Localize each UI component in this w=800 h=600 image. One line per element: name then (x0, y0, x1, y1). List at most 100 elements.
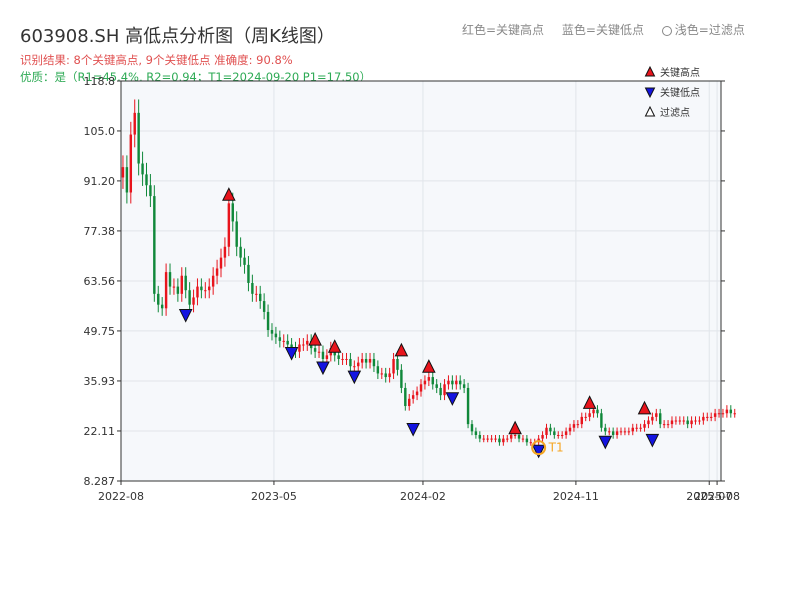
candle-body (655, 413, 658, 417)
candle-body (564, 431, 568, 435)
y-tick-label: 91.20 (84, 175, 116, 188)
candle-body (278, 337, 282, 341)
candle-body (682, 420, 685, 422)
candle-body (549, 427, 552, 432)
candle-body (384, 373, 387, 378)
candle-body (262, 301, 266, 312)
candle-body (686, 420, 689, 425)
top-legend-low: 蓝色=关键低点 (561, 23, 644, 37)
candle-body (372, 358, 376, 367)
candle-body (290, 344, 293, 349)
x-tick-label: 2022-08 (98, 490, 144, 503)
candle-body (470, 424, 474, 432)
candle-body (172, 286, 176, 288)
key-high-marker (327, 339, 342, 353)
key-low-marker (598, 435, 613, 450)
candle-body (604, 427, 607, 432)
candle-body (506, 438, 509, 440)
candle-body (553, 431, 556, 435)
candle-body (447, 380, 450, 385)
candle-body (231, 203, 234, 222)
candle-body (729, 409, 733, 414)
key-high-marker (582, 395, 597, 409)
candle-body (192, 297, 195, 305)
t1-label: T1 (548, 441, 564, 455)
candle-body (541, 434, 544, 439)
candle-body (247, 264, 250, 283)
candle-body (580, 416, 583, 425)
candle-body (145, 174, 148, 186)
candle-body (600, 413, 603, 428)
legend-label-2: 过滤点 (660, 106, 690, 119)
candle-body (270, 330, 274, 334)
y-tick-label: 63.56 (84, 275, 116, 288)
candle-body (643, 424, 646, 428)
candle-body (486, 438, 489, 440)
y-tick-label: 22.11 (84, 425, 116, 438)
x-tick-label: 2024-11 (553, 490, 599, 503)
candle-body (439, 387, 442, 396)
candle-body (223, 246, 227, 258)
candle-body (227, 203, 231, 247)
candle-body (121, 167, 125, 178)
candle-body (133, 112, 136, 135)
candle-body (423, 380, 427, 385)
candle-body (141, 163, 144, 175)
candle-body (651, 416, 654, 421)
candle-body (592, 409, 595, 414)
candle-body (568, 427, 572, 432)
candle-body (666, 424, 670, 426)
x-tick-label: 2025-08 (694, 490, 740, 503)
candle-body (615, 431, 619, 435)
y-tick-label: 118.8 (84, 75, 116, 88)
key-low-marker (284, 347, 299, 361)
candle-body (188, 290, 191, 305)
candle-body (149, 185, 152, 197)
candle-body (321, 351, 325, 359)
candle-body (623, 431, 627, 433)
candle-body (153, 196, 156, 294)
candle-body (349, 358, 352, 367)
candle-body (443, 384, 446, 396)
candle-body (219, 257, 223, 269)
candle-body (125, 167, 129, 193)
candle-body (717, 413, 721, 415)
candle-body (674, 420, 678, 422)
candle-body (317, 351, 321, 353)
candle-body (706, 416, 709, 418)
candle-body (431, 377, 434, 385)
candle-body (659, 413, 662, 425)
candle-body (345, 358, 348, 360)
key-high-marker (308, 331, 322, 346)
candle-body (494, 438, 497, 440)
candle-body (498, 438, 501, 443)
y-tick-label: 35.93 (84, 375, 116, 388)
candle-body (341, 358, 344, 360)
candle-body (400, 369, 403, 388)
candle-body (557, 434, 560, 436)
candle-body (243, 257, 246, 265)
candle-body (466, 387, 470, 425)
candle-body (337, 355, 340, 359)
candle-body (576, 424, 580, 426)
candle-body (208, 286, 211, 291)
candle-body (521, 438, 525, 440)
candle-body (259, 293, 262, 302)
key-high-marker (222, 187, 236, 201)
candle-body (180, 275, 183, 294)
y-tick-label: 49.75 (84, 325, 116, 338)
candle-body (427, 377, 431, 381)
candle-body (545, 427, 548, 435)
candle-body (204, 290, 207, 292)
candle-body (168, 272, 172, 287)
y-tick-label: 105.0 (84, 125, 116, 138)
candle-body (196, 286, 199, 298)
candle-body (411, 395, 415, 399)
chart-title: 603908.SH 高低点分析图（周K线图） (20, 26, 335, 47)
result-summary: 识别结果: 8个关键高点, 9个关键低点 准确度: 90.8% (20, 53, 293, 67)
candle-body (517, 434, 521, 439)
candle-body (713, 413, 717, 417)
candle-body (451, 380, 454, 385)
key-high-marker (394, 342, 409, 357)
